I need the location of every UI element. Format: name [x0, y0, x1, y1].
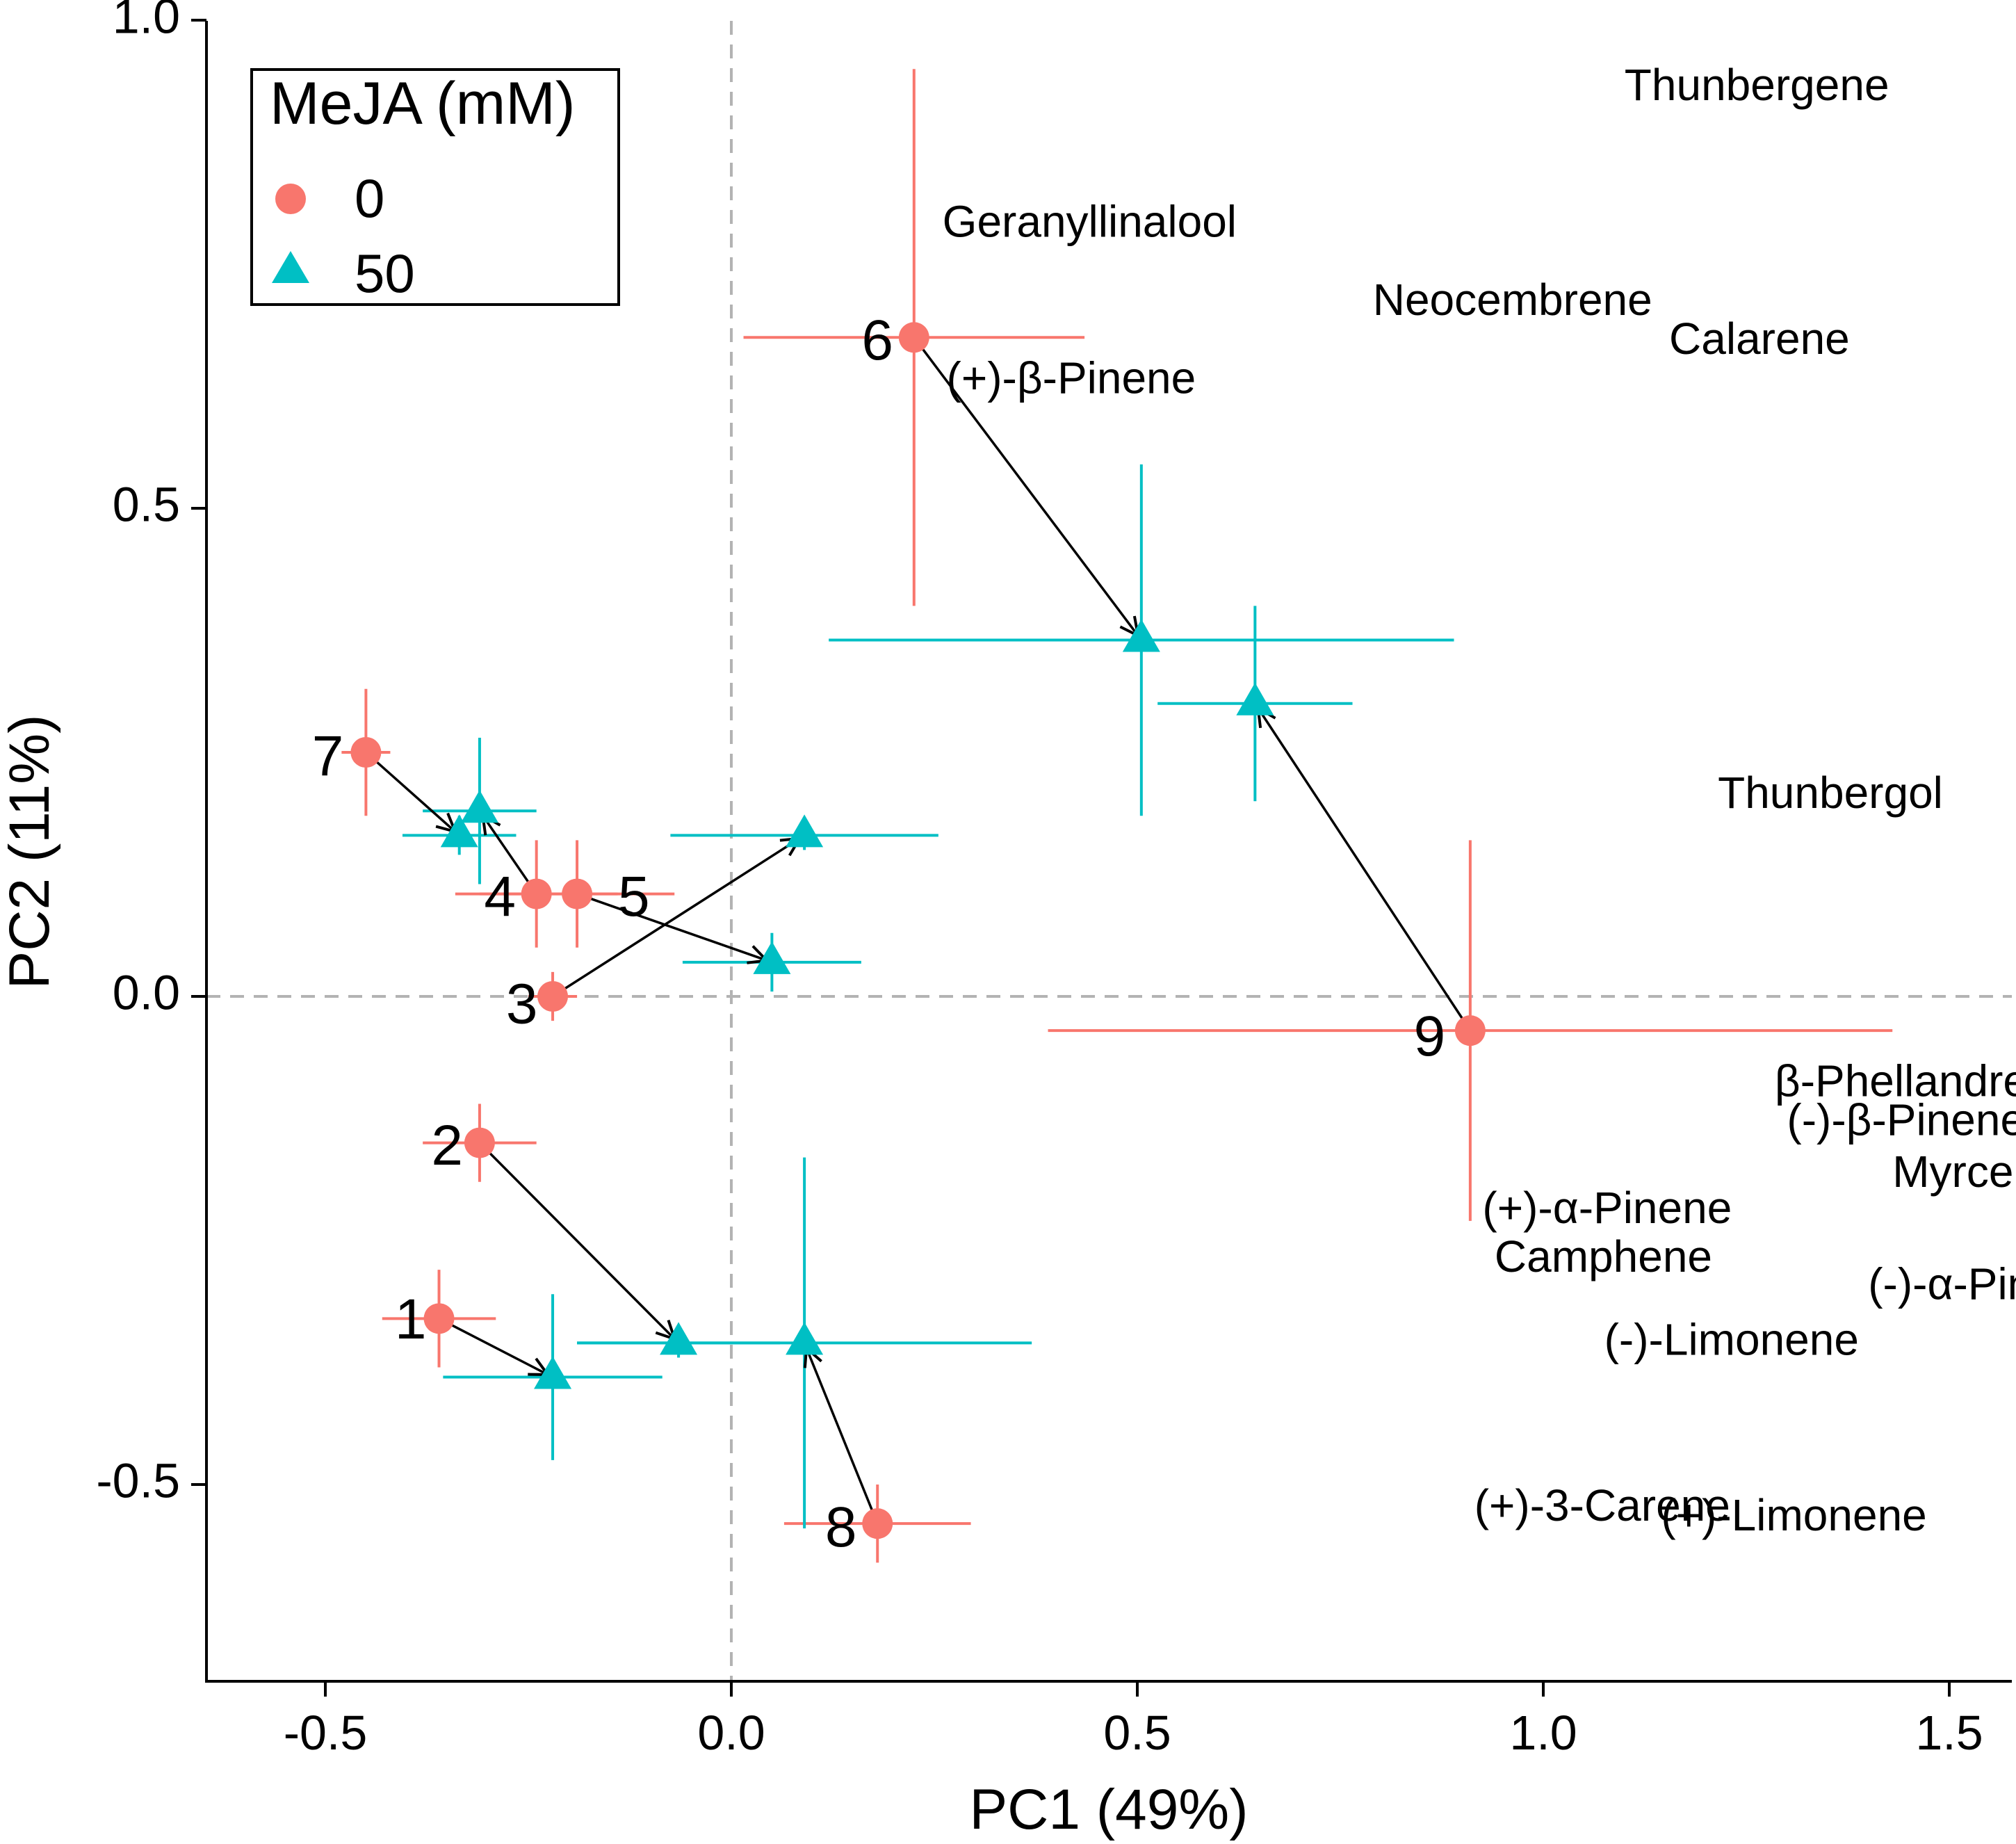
- point-labels: 1 2 3 4 5 6 7 8 9: [312, 309, 1446, 1559]
- y-ticks: -0.5 0.0 0.5 1.0: [96, 0, 206, 1507]
- point-triangle-9: [1236, 682, 1274, 715]
- y-tick-label: -0.5: [96, 1453, 180, 1507]
- point-label-5: 5: [618, 865, 650, 928]
- point-circle-5: [562, 878, 593, 909]
- y-tick-label: 1.0: [113, 0, 180, 43]
- variable-label: (+)-3-Carene: [1474, 1480, 1730, 1530]
- x-ticks: -0.5 0.0 0.5 1.0 1.5: [284, 1681, 1983, 1760]
- variable-label: (+)-Limonene: [1661, 1490, 1926, 1540]
- variable-label: (+)-β-Pinene: [947, 353, 1196, 403]
- x-tick-label: 0.5: [1103, 1706, 1171, 1760]
- point-label-2: 2: [431, 1114, 463, 1177]
- reference-lines: [206, 21, 2012, 1681]
- point-circle-2: [464, 1127, 495, 1158]
- variable-label: (-)-β-Pinene: [1787, 1094, 2016, 1145]
- x-tick-label: 1.0: [1509, 1706, 1577, 1760]
- point-triangle-8: [786, 1322, 824, 1355]
- legend-box: [250, 68, 620, 306]
- variable-label: Calarene: [1669, 314, 1850, 364]
- arrows: [365, 337, 1472, 1524]
- point-circle-4: [521, 878, 552, 909]
- arrow-5: [576, 892, 767, 961]
- arrow-3: [552, 839, 799, 998]
- y-axis-title: PC2 (11%): [0, 715, 61, 989]
- x-tick-label: 1.5: [1915, 1706, 1983, 1760]
- legend: MeJA (mM) 0 50: [250, 68, 620, 306]
- arrow-1: [438, 1317, 548, 1375]
- variable-label: Thunbergene: [1625, 60, 1889, 110]
- arrow-7: [365, 751, 455, 832]
- legend-circle-icon: [275, 184, 306, 214]
- point-triangle-2: [660, 1322, 698, 1355]
- legend-label-0: 0: [355, 168, 384, 229]
- arrow-6: [913, 337, 1138, 636]
- point-triangle-1: [534, 1356, 572, 1389]
- point-label-7: 7: [312, 725, 344, 788]
- data-markers: [350, 322, 1486, 1539]
- y-tick-label: 0.5: [113, 477, 180, 531]
- point-label-3: 3: [506, 973, 538, 1036]
- point-triangle-5: [753, 941, 791, 974]
- point-circle-7: [350, 737, 382, 768]
- variable-label: (-)-α-Pinene: [1868, 1259, 2016, 1309]
- point-circle-9: [1454, 1015, 1486, 1046]
- variable-label: Geranyllinalool: [943, 197, 1237, 247]
- variable-label: (-)-Limonene: [1604, 1314, 1859, 1364]
- point-triangle-3: [786, 814, 824, 848]
- point-triangle-6: [1122, 619, 1160, 652]
- x-tick-label: -0.5: [284, 1706, 368, 1760]
- point-label-6: 6: [861, 309, 893, 372]
- variable-label: Camphene: [1495, 1231, 1712, 1281]
- point-circle-3: [537, 981, 569, 1012]
- axes: [205, 21, 2012, 1683]
- variable-label: Myrcene: [1892, 1147, 2016, 1197]
- variable-label: β-Phellandrene: [1775, 1056, 2016, 1106]
- arrow-4: [482, 816, 538, 895]
- variable-label: Thunbergol: [1718, 768, 1943, 818]
- point-circle-8: [862, 1508, 893, 1539]
- legend-title: MeJA (mM): [270, 70, 576, 137]
- x-tick-label: 0.0: [697, 1706, 765, 1760]
- x-axis-title: PC1 (49%): [969, 1778, 1248, 1841]
- variable-label: Neocembrene: [1373, 275, 1652, 325]
- point-triangle-7: [440, 814, 478, 848]
- legend-label-50: 50: [355, 243, 415, 304]
- variable-labels: Thunbergene Geranyllinalool Neocembrene Cal…: [943, 60, 2016, 1540]
- arrow-8: [806, 1348, 879, 1524]
- point-label-4: 4: [484, 865, 516, 928]
- y-tick-label: 0.0: [113, 965, 180, 1019]
- point-label-1: 1: [395, 1288, 427, 1351]
- arrow-9: [1258, 708, 1472, 1032]
- legend-triangle-icon: [272, 251, 309, 283]
- point-circle-6: [898, 322, 929, 353]
- point-label-8: 8: [825, 1496, 857, 1559]
- point-label-9: 9: [1414, 1005, 1446, 1068]
- variable-label: (+)-α-Pinene: [1482, 1183, 1732, 1233]
- arrow-2: [478, 1142, 675, 1339]
- point-triangle-4: [460, 790, 498, 823]
- point-circle-1: [423, 1303, 455, 1334]
